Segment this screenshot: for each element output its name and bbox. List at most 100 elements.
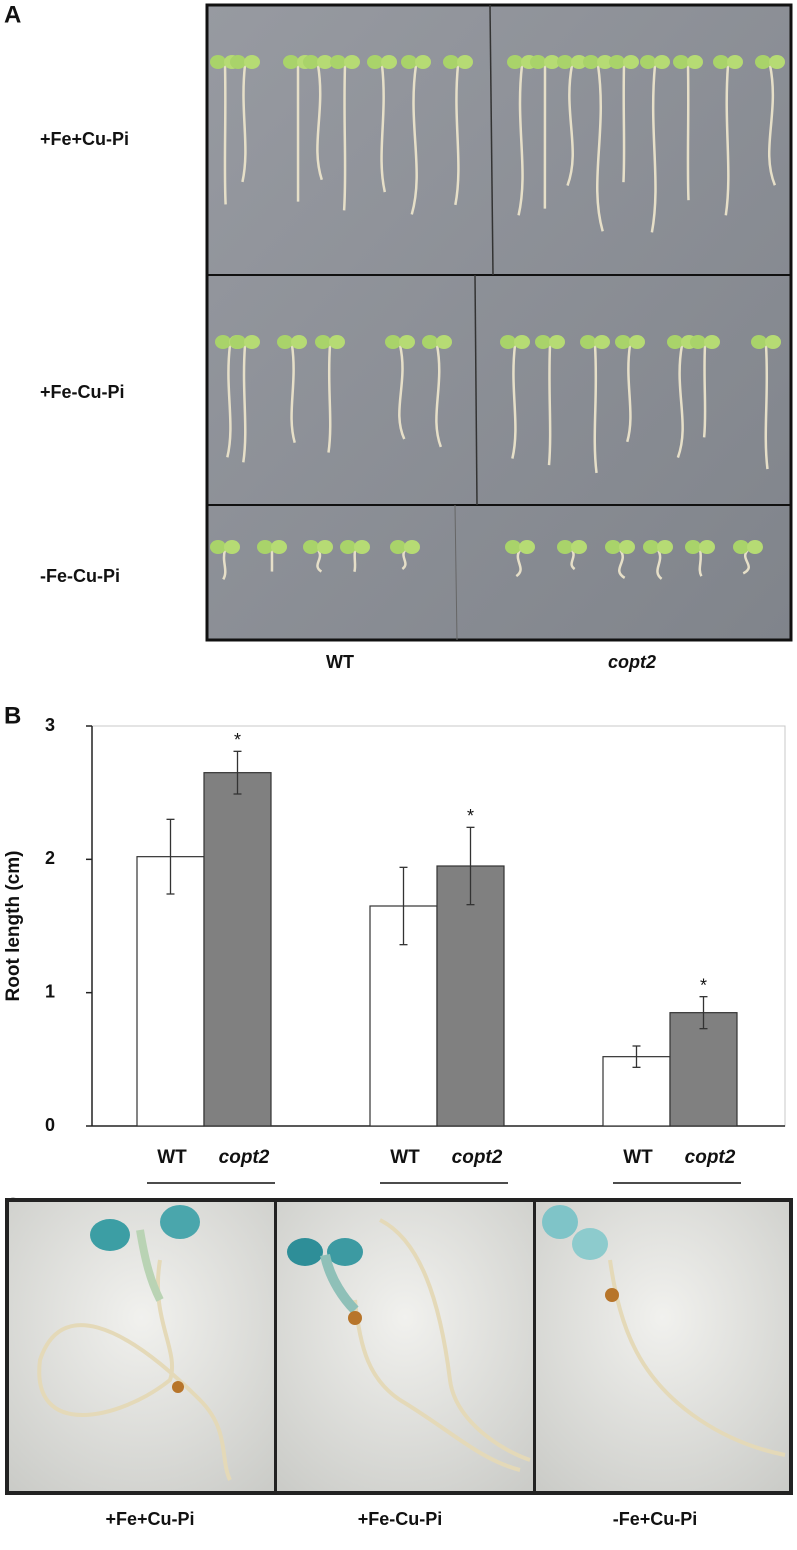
panel-label: B bbox=[4, 702, 21, 729]
leaf bbox=[619, 540, 635, 554]
root bbox=[223, 550, 225, 579]
leaf bbox=[330, 55, 346, 69]
column-label: WT bbox=[326, 652, 354, 672]
leaf bbox=[303, 540, 319, 554]
bar bbox=[137, 857, 204, 1126]
leaf bbox=[755, 55, 771, 69]
series-label: WT bbox=[390, 1147, 420, 1168]
leaf bbox=[623, 55, 639, 69]
leaf bbox=[210, 540, 226, 554]
leaf bbox=[605, 540, 621, 554]
y-tick-label: 0 bbox=[45, 1115, 55, 1135]
leaf bbox=[535, 335, 551, 349]
leaf bbox=[687, 55, 703, 69]
leaf bbox=[667, 335, 683, 349]
leaf bbox=[733, 540, 749, 554]
leaf bbox=[210, 55, 226, 69]
leaf bbox=[244, 55, 260, 69]
photo-panel-c bbox=[5, 1198, 793, 1495]
leaf bbox=[557, 55, 573, 69]
leaf bbox=[594, 335, 610, 349]
leaf bbox=[583, 55, 599, 69]
leaf bbox=[317, 540, 333, 554]
y-tick-label: 2 bbox=[45, 848, 55, 868]
leaf bbox=[505, 540, 521, 554]
leaf bbox=[657, 540, 673, 554]
root bbox=[595, 345, 597, 473]
leaf bbox=[291, 335, 307, 349]
leaf bbox=[704, 335, 720, 349]
leaf bbox=[514, 335, 530, 349]
leaf bbox=[415, 55, 431, 69]
series-label: copt2 bbox=[685, 1147, 736, 1168]
photo-panel-a bbox=[207, 5, 791, 640]
significance-mark: * bbox=[467, 806, 474, 826]
leaf bbox=[640, 55, 656, 69]
leaf bbox=[385, 335, 401, 349]
series-label: copt2 bbox=[219, 1147, 270, 1168]
y-axis-title: Root length (cm) bbox=[3, 851, 24, 1002]
leaf bbox=[340, 540, 356, 554]
significance-mark: * bbox=[234, 730, 241, 750]
leaf bbox=[422, 335, 438, 349]
photo-label: +Fe+Cu-Pi bbox=[105, 1509, 194, 1529]
leaf bbox=[329, 335, 345, 349]
row-label: +Fe+Cu-Pi bbox=[40, 129, 129, 149]
leaf bbox=[381, 55, 397, 69]
leaf bbox=[404, 540, 420, 554]
leaf bbox=[769, 55, 785, 69]
leaf bbox=[457, 55, 473, 69]
root bbox=[329, 345, 331, 453]
leaf bbox=[643, 540, 659, 554]
leaf bbox=[507, 55, 523, 69]
leaf bbox=[747, 540, 763, 554]
leaf bbox=[436, 335, 452, 349]
leaf bbox=[673, 55, 689, 69]
leaf bbox=[443, 55, 459, 69]
bar bbox=[204, 773, 271, 1126]
leaf bbox=[401, 55, 417, 69]
row-label: -Fe-Cu-Pi bbox=[40, 566, 120, 586]
root bbox=[354, 550, 355, 572]
leaf bbox=[390, 540, 406, 554]
root bbox=[243, 345, 245, 462]
column-label: copt2 bbox=[608, 652, 656, 672]
leaf bbox=[530, 55, 546, 69]
root bbox=[225, 65, 226, 204]
leaf bbox=[215, 335, 231, 349]
leaf bbox=[303, 55, 319, 69]
leaf bbox=[629, 335, 645, 349]
leaf bbox=[571, 540, 587, 554]
leaf bbox=[399, 335, 415, 349]
leaf bbox=[283, 55, 299, 69]
leaf bbox=[699, 540, 715, 554]
series-label: WT bbox=[623, 1147, 653, 1168]
leaf bbox=[315, 335, 331, 349]
leaf bbox=[230, 55, 246, 69]
leaf bbox=[751, 335, 767, 349]
root bbox=[766, 345, 768, 469]
leaf bbox=[557, 540, 573, 554]
leaf bbox=[354, 540, 370, 554]
leaf bbox=[224, 540, 240, 554]
y-tick-label: 1 bbox=[45, 981, 55, 1001]
leaf bbox=[549, 335, 565, 349]
y-tick-label: 3 bbox=[45, 715, 55, 735]
leaf bbox=[257, 540, 273, 554]
series-label: WT bbox=[157, 1147, 187, 1168]
leaf bbox=[277, 335, 293, 349]
leaf bbox=[615, 335, 631, 349]
leaf bbox=[690, 335, 706, 349]
photo-label: -Fe+Cu-Pi bbox=[613, 1509, 698, 1529]
leaf bbox=[244, 335, 260, 349]
panel-label: A bbox=[4, 1, 21, 28]
leaf bbox=[727, 55, 743, 69]
leaf bbox=[367, 55, 383, 69]
leaf bbox=[685, 540, 701, 554]
row-label: +Fe-Cu-Pi bbox=[40, 382, 125, 402]
leaf bbox=[654, 55, 670, 69]
leaf bbox=[271, 540, 287, 554]
